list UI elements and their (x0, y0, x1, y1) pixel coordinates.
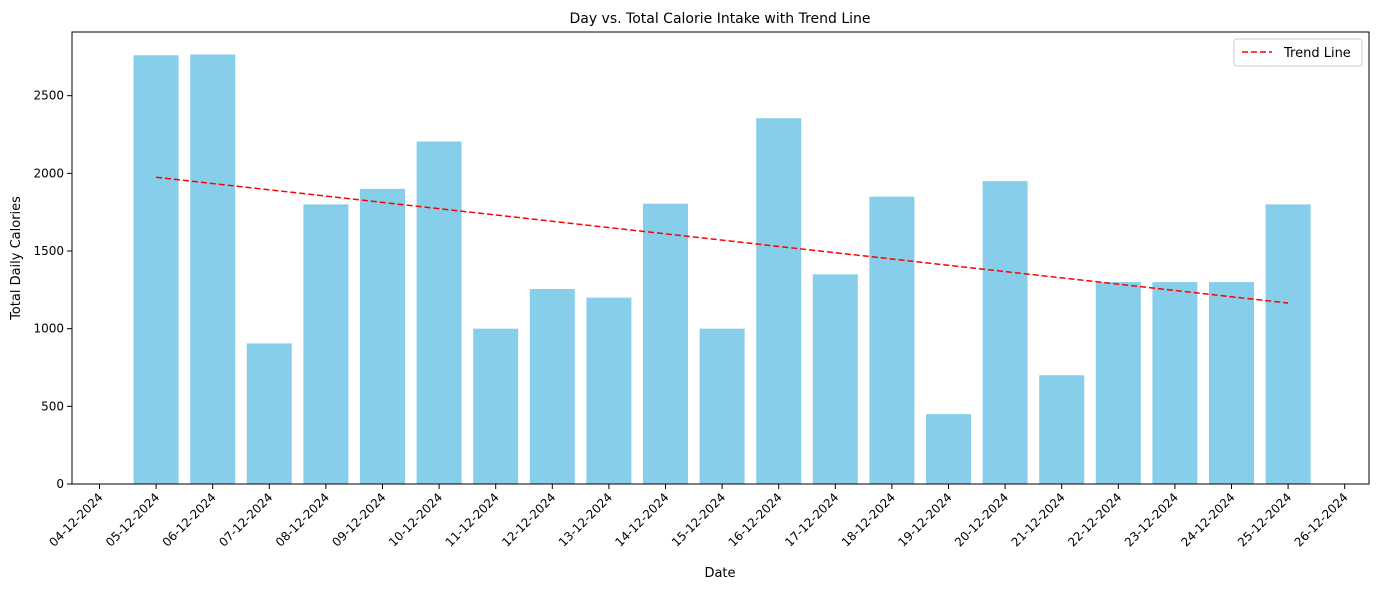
bar-10-12-2024 (416, 141, 462, 484)
x-axis: 04-12-202405-12-202406-12-202407-12-2024… (46, 484, 1351, 549)
bar-16-12-2024 (756, 118, 802, 485)
y-tick-label: 1000 (33, 322, 64, 336)
bar-24-12-2024 (1209, 282, 1254, 484)
x-tick-label: 16-12-2024 (726, 490, 785, 549)
x-tick-label: 09-12-2024 (329, 490, 388, 549)
x-tick-label: 21-12-2024 (1009, 490, 1068, 549)
x-tick-label: 08-12-2024 (273, 490, 332, 549)
bar-05-12-2024 (133, 55, 179, 484)
legend: Trend Line (1233, 38, 1363, 67)
y-tick-label: 2000 (33, 166, 64, 180)
bar-15-12-2024 (699, 328, 745, 484)
plot-area (133, 54, 1311, 485)
bar-07-12-2024 (246, 343, 292, 484)
trend-line (156, 176, 1289, 304)
x-tick-label: 22-12-2024 (1065, 490, 1124, 549)
x-tick-label: 18-12-2024 (839, 490, 898, 549)
x-tick-label: 05-12-2024 (103, 490, 162, 549)
x-axis-label: Date (704, 566, 735, 581)
bar-11-12-2024 (473, 328, 519, 484)
x-tick-label: 13-12-2024 (556, 490, 615, 549)
x-tick-label: 17-12-2024 (782, 490, 841, 549)
y-tick-label: 1500 (33, 244, 64, 258)
y-axis-label: Total Daily Calories (9, 196, 24, 321)
bar-12-12-2024 (529, 289, 575, 484)
x-tick-label: 12-12-2024 (499, 490, 558, 549)
y-tick-label: 500 (41, 399, 64, 413)
x-tick-label: 15-12-2024 (669, 490, 728, 549)
bar-09-12-2024 (360, 188, 405, 484)
x-tick-label: 10-12-2024 (386, 490, 445, 549)
x-tick-label: 07-12-2024 (216, 490, 275, 549)
bar-23-12-2024 (1152, 282, 1198, 484)
bar-13-12-2024 (586, 297, 632, 484)
chart-title: Day vs. Total Calorie Intake with Trend … (569, 11, 870, 27)
axes-frame (71, 31, 1370, 485)
y-tick-label: 0 (56, 477, 64, 491)
x-tick-label: 19-12-2024 (895, 490, 954, 549)
x-tick-label: 23-12-2024 (1122, 490, 1181, 549)
bar-06-12-2024 (190, 54, 236, 484)
bar-20-12-2024 (982, 181, 1028, 484)
x-tick-label: 11-12-2024 (443, 490, 502, 549)
x-tick-label: 24-12-2024 (1178, 490, 1237, 549)
legend-trend-label: Trend Line (1283, 46, 1351, 61)
y-axis: 0 500 1000 1500 2000 2500 (33, 89, 72, 491)
bar-14-12-2024 (643, 203, 688, 484)
x-tick-label: 14-12-2024 (612, 490, 671, 549)
bar-25-12-2024 (1265, 204, 1311, 485)
x-tick-label: 20-12-2024 (952, 490, 1011, 549)
legend-box (1233, 38, 1363, 67)
x-tick-label: 26-12-2024 (1292, 490, 1351, 549)
bar-17-12-2024 (812, 274, 858, 484)
x-tick-label: 04-12-2024 (46, 490, 105, 549)
x-tick-label: 06-12-2024 (160, 490, 219, 549)
bar-19-12-2024 (926, 414, 971, 484)
bar-18-12-2024 (869, 196, 915, 484)
x-tick-label: 25-12-2024 (1235, 490, 1294, 549)
bar-08-12-2024 (303, 204, 349, 485)
bar-22-12-2024 (1095, 282, 1141, 484)
bar-21-12-2024 (1039, 375, 1085, 484)
y-tick-label: 2500 (33, 89, 64, 103)
